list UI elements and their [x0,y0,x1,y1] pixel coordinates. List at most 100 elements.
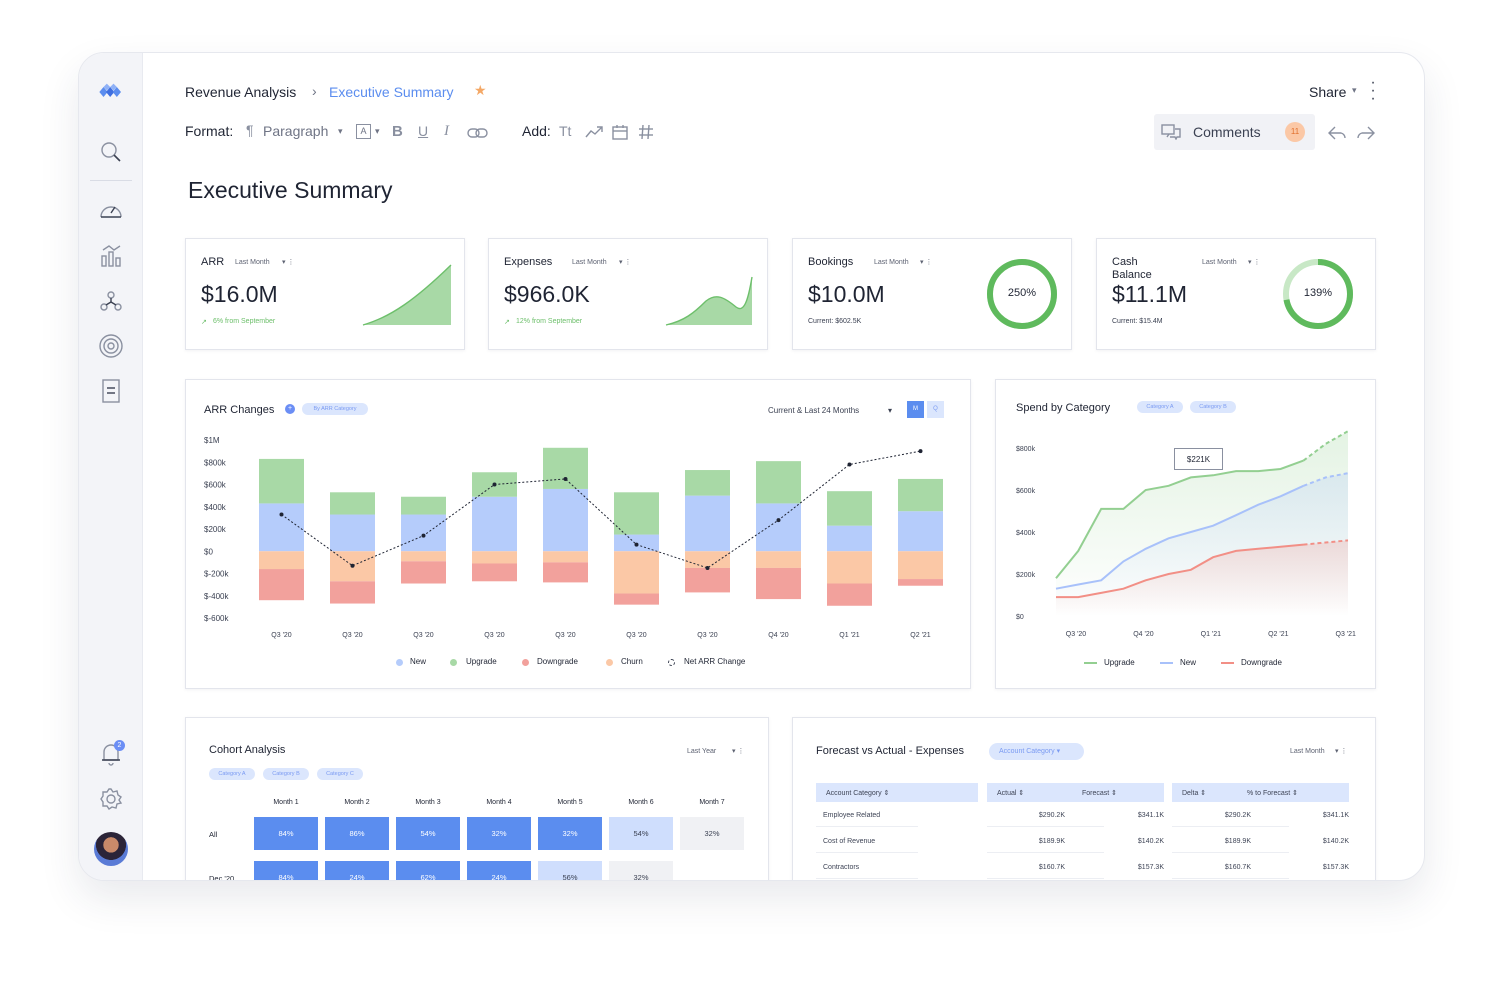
favorite-star-icon[interactable]: ★ [474,82,487,98]
cohort-cell[interactable]: 62% [396,861,460,880]
category-chip[interactable]: By ARR Category [302,403,368,415]
y-tick-label: $400k [1016,530,1036,537]
kpi-period-dropdown-icon[interactable]: ▾ ⋮ [1248,259,1261,266]
app-window: 2 Revenue Analysis › Executive Summary ★… [78,52,1425,881]
kpi-ring-label: 250% [1007,287,1037,299]
table-cell: $160.7K [1224,864,1251,871]
category-chip[interactable]: Category A [1137,401,1183,413]
cohort-cell[interactable]: 32% [609,861,673,880]
cohort-cell[interactable]: 54% [609,817,673,850]
table-header[interactable]: Forecast ⇕ [1082,790,1118,797]
row-divider [1172,852,1289,853]
paragraph-style-select[interactable]: Paragraph [263,123,329,139]
table-cell: $157.3K [1322,864,1349,871]
breadcrumb-current[interactable]: Executive Summary [329,84,454,100]
kpi-card-bookings[interactable]: Bookings Last Month ▾ ⋮ $10.0M Current: … [792,238,1072,350]
info-icon[interactable]: + [285,404,295,414]
font-color-icon[interactable]: A [356,124,371,139]
kpi-card-cash-balance[interactable]: Cash Balance Last Month ▾ ⋮ $11.1M Curre… [1096,238,1376,350]
reports-document-icon[interactable] [96,376,126,406]
period-select[interactable]: Last Month [1290,748,1325,755]
cohort-cell[interactable]: 32% [538,817,602,850]
period-select[interactable]: Last Year [687,748,717,755]
paragraph-dropdown-icon[interactable]: ▾ [338,126,343,136]
add-text-icon[interactable]: Tt [559,123,572,139]
cohort-cell[interactable]: 24% [467,861,531,880]
comments-label: Comments [1193,124,1261,140]
user-avatar[interactable] [94,832,128,866]
cohort-cell[interactable]: 84% [254,817,318,850]
cohort-cell[interactable]: 32% [467,817,531,850]
kpi-period-dropdown-icon[interactable]: ▾ ⋮ [920,259,933,266]
paragraph-icon: ¶ [246,122,254,138]
kpi-period-select[interactable]: Last Month [572,259,607,266]
kpi-card-expenses[interactable]: Expenses Last Month ▾ ⋮ $966.0K ↗ 12% fr… [488,238,768,350]
table-header[interactable]: Account Category ⇕ [826,790,890,797]
add-number-icon[interactable] [638,124,654,145]
kpi-period-select[interactable]: Last Month [235,259,270,266]
cohort-cell[interactable]: 86% [325,817,389,850]
table-header[interactable]: % to Forecast ⇕ [1247,790,1298,797]
category-chip[interactable]: Category B [263,768,309,780]
kpi-period-select[interactable]: Last Month [1202,259,1237,266]
account-category-filter[interactable]: Account Category ▾ [989,743,1084,760]
monthly-toggle[interactable]: M [907,401,924,418]
x-tick-label: Q1 '21 [1201,631,1222,638]
underline-button[interactable]: U [418,123,429,139]
app-logo-icon[interactable] [96,77,126,107]
bar-downgrade [898,579,943,586]
range-select[interactable]: Current & Last 24 Months [768,406,860,415]
y-tick-label: $1M [204,436,220,445]
kpi-title: ARR [201,256,225,268]
notifications-bell-icon[interactable]: 2 [96,739,126,769]
sidebar: 2 [79,53,143,880]
quarterly-toggle[interactable]: Q [927,401,944,418]
table-header[interactable]: Actual ⇕ [997,790,1025,797]
cohort-cell[interactable]: 54% [396,817,460,850]
kpi-period-select[interactable]: Last Month [874,259,909,266]
category-chip[interactable]: Category A [209,768,255,780]
table-cell: $157.3K [1137,864,1164,871]
share-button[interactable]: Share [1309,84,1347,100]
legend-label: Churn [621,657,643,666]
period-dropdown-icon[interactable]: ▾ ⋮ [1335,748,1348,755]
add-date-icon[interactable] [612,124,628,145]
breadcrumb-parent[interactable]: Revenue Analysis [185,84,297,100]
share-dropdown-icon[interactable]: ▾ [1352,85,1357,95]
bar-upgrade [401,496,446,515]
comments-button[interactable]: Comments 11 [1154,114,1315,150]
category-chip[interactable]: Category B [1190,401,1236,413]
add-chart-icon[interactable] [585,125,603,144]
cohort-cell[interactable]: 56% [538,861,602,880]
kpi-card-arr[interactable]: ARR Last Month ▾ ⋮ $16.0M ↗ 6% from Sept… [185,238,465,350]
settings-gear-icon[interactable] [96,784,126,814]
italic-button[interactable]: I [444,123,449,139]
dashboard-gauge-icon[interactable] [96,196,126,226]
bold-button[interactable]: B [392,123,403,140]
forecast-vs-actual-card: Forecast vs Actual - Expenses Account Ca… [792,717,1376,880]
kpi-value: $10.0M [808,281,885,307]
integrations-network-icon[interactable] [96,286,126,316]
period-dropdown-icon[interactable]: ▾ ⋮ [732,748,745,755]
row-divider [987,852,1104,853]
kpi-period-dropdown-icon[interactable]: ▾ ⋮ [282,259,295,266]
category-chip[interactable]: Category C [317,768,363,780]
chart-title: ARR Changes [204,404,275,416]
goals-target-icon[interactable] [96,331,126,361]
undo-icon[interactable] [1327,125,1347,146]
link-icon[interactable] [467,126,489,145]
font-color-dropdown-icon[interactable]: ▾ [375,126,380,136]
redo-icon[interactable] [1356,125,1376,146]
bar-churn [898,551,943,580]
more-options-icon[interactable]: · · · [1370,74,1376,107]
cohort-cell[interactable]: 32% [680,817,744,850]
analytics-chart-icon[interactable] [96,241,126,271]
legend-label: New [410,657,427,666]
bar-churn [685,551,730,568]
cohort-cell[interactable]: 24% [325,861,389,880]
search-icon[interactable] [96,137,126,167]
cohort-cell[interactable]: 84% [254,861,318,880]
kpi-period-dropdown-icon[interactable]: ▾ ⋮ [619,259,632,266]
table-header[interactable]: Delta ⇕ [1182,790,1207,797]
range-dropdown-icon[interactable]: ▾ [888,406,893,415]
